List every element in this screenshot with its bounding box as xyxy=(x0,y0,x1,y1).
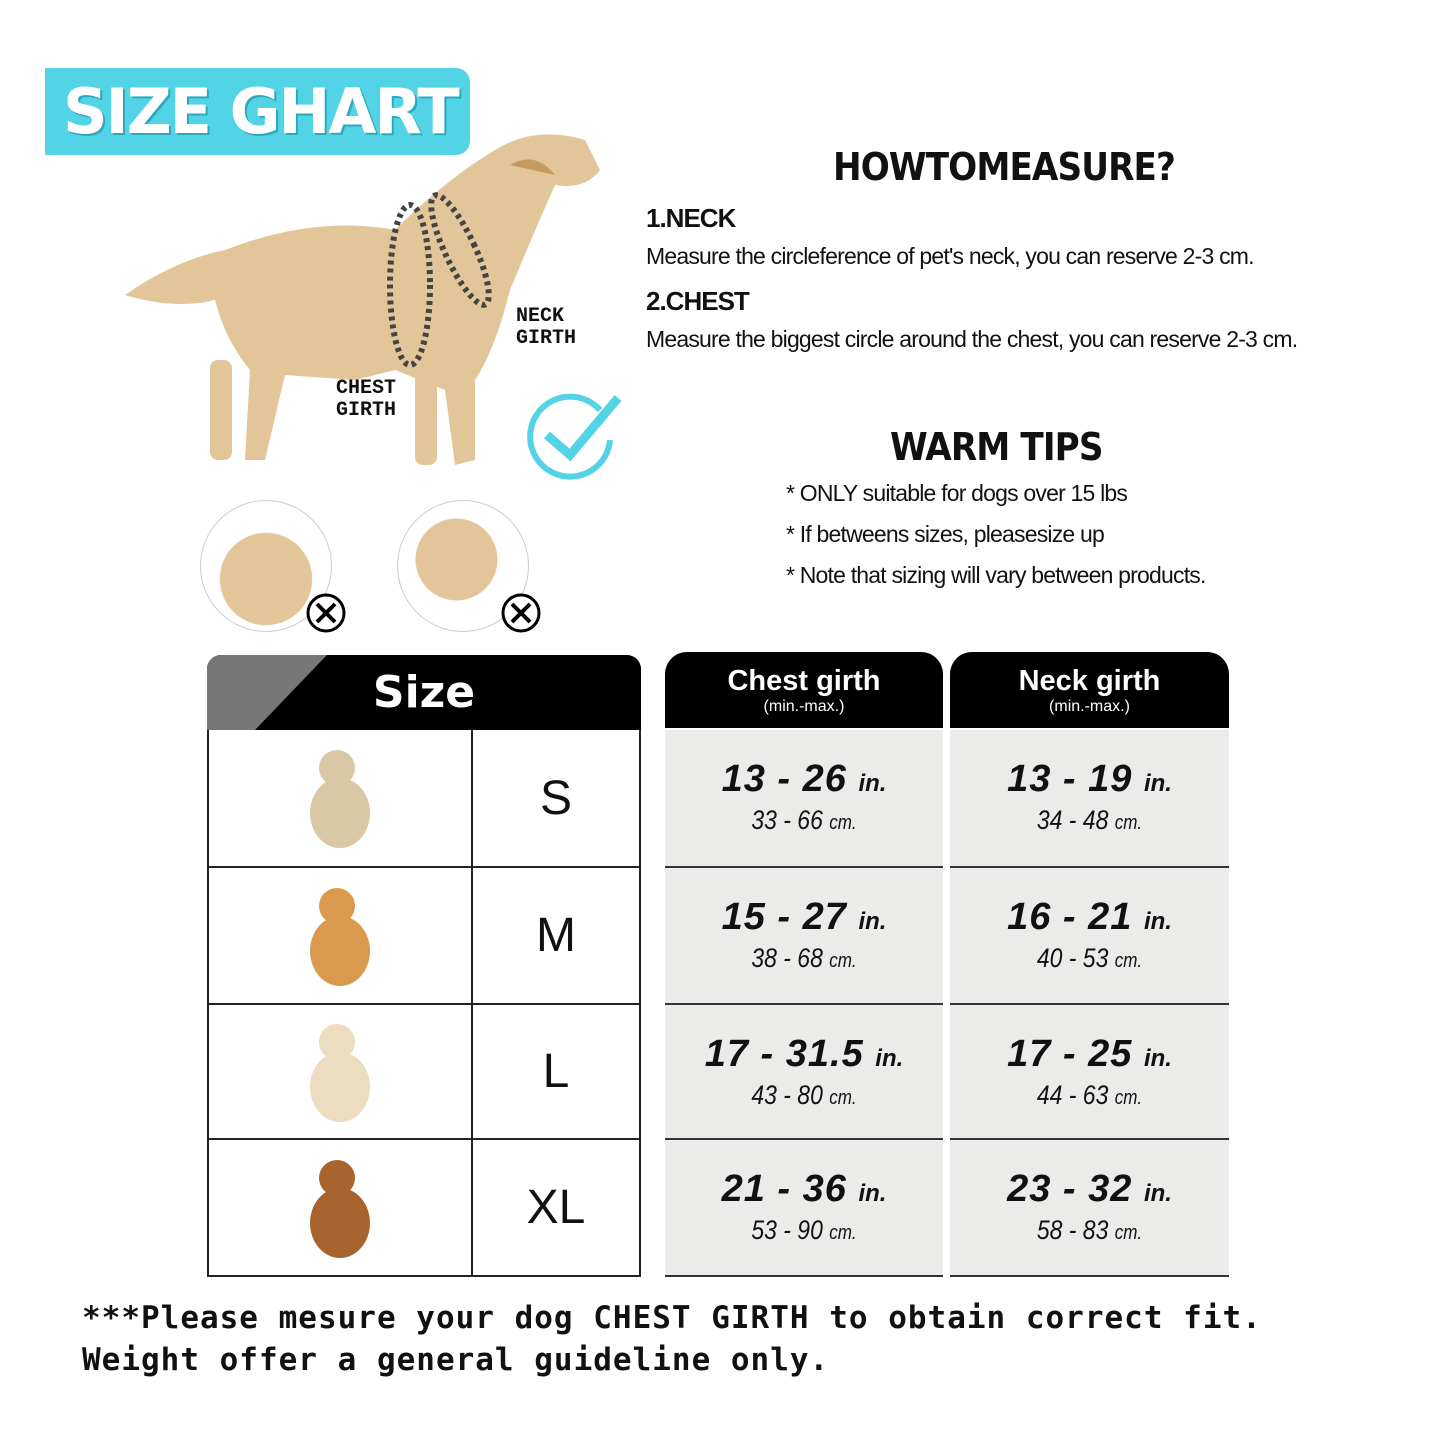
in-unit: in. xyxy=(858,1180,887,1207)
how-to-measure-title: HOWTOMEASURE? xyxy=(833,145,1176,189)
tip-item: * Note that sizing will vary between pro… xyxy=(786,562,1206,588)
neck-cm-value: 58 - 83 xyxy=(1036,1215,1109,1245)
chest-header-label: Chest girth xyxy=(727,665,881,697)
x-circle-icon xyxy=(501,593,541,633)
dog-shiba-image xyxy=(310,887,370,986)
cm-unit: cm. xyxy=(829,950,857,972)
dog-photo-cell xyxy=(209,1140,473,1275)
size-label: S xyxy=(539,771,572,825)
check-circle-icon xyxy=(527,393,622,480)
dog-labrador-image xyxy=(310,1023,370,1122)
dog-pug-image xyxy=(310,750,370,848)
neck-girth-cell: 17 - 25 in. 44 - 63 cm. xyxy=(950,1005,1229,1140)
footer-note-line2: Weight offer a general guideline only. xyxy=(82,1342,830,1378)
dog-german-shepherd-image xyxy=(310,1159,370,1258)
chest-girth-cell: 13 - 26 in. 33 - 66 cm. xyxy=(665,730,943,868)
chest-header-sub: (min.-max.) xyxy=(763,698,845,715)
chest-cm-value: 33 - 66 xyxy=(751,805,823,835)
size-row: XL xyxy=(207,1140,641,1277)
warm-tips-title: WARM TIPS xyxy=(890,425,1103,469)
in-unit: in. xyxy=(858,770,887,797)
chest-cm-value: 38 - 68 xyxy=(751,943,823,973)
neck-girth-cell: 16 - 21 in. 40 - 53 cm. xyxy=(950,868,1229,1005)
in-unit: in. xyxy=(1143,770,1172,797)
cm-unit: cm. xyxy=(1114,812,1143,834)
cm-unit: cm. xyxy=(829,812,857,834)
chest-girth-header: Chest girth (min.-max.) xyxy=(665,652,943,728)
dog-photo-cell xyxy=(209,1005,473,1138)
in-unit: in. xyxy=(858,908,887,935)
cm-unit: cm. xyxy=(829,1087,857,1109)
step-heading: 1.NECK xyxy=(646,203,736,233)
neck-in-value: 23 - 32 xyxy=(1007,1168,1133,1210)
neck-girth-label: NECK GIRTH xyxy=(516,305,577,350)
in-unit: in. xyxy=(1143,908,1172,935)
tip-item: * If betweens sizes, pleasesize up xyxy=(786,521,1105,547)
neck-girth-cell: 23 - 32 in. 58 - 83 cm. xyxy=(950,1140,1229,1277)
tip-item: * ONLY suitable for dogs over 15 lbs xyxy=(786,480,1128,506)
neck-cm-value: 44 - 63 xyxy=(1036,1080,1109,1110)
size-row: L xyxy=(207,1005,641,1140)
cm-unit: cm. xyxy=(829,1222,857,1244)
size-column-header: Size xyxy=(207,655,641,730)
neck-cm-value: 34 - 48 xyxy=(1036,805,1109,835)
size-row: M xyxy=(207,868,641,1005)
step-heading: 2.CHEST xyxy=(646,286,750,316)
dog-measurement-illustration xyxy=(125,134,600,465)
cm-unit: cm. xyxy=(1114,1222,1143,1244)
neck-cm-value: 40 - 53 xyxy=(1036,943,1109,973)
neck-girth-cell: 13 - 19 in. 34 - 48 cm. xyxy=(950,730,1229,868)
chest-girth-cell: 21 - 36 in. 53 - 90 cm. xyxy=(665,1140,943,1277)
chest-girth-cell: 17 - 31.5 in. 43 - 80 cm. xyxy=(665,1005,943,1140)
x-circle-icon xyxy=(306,593,346,633)
neck-in-value: 13 - 19 xyxy=(1007,758,1133,800)
chest-in-value: 17 - 31.5 xyxy=(704,1033,864,1075)
neck-girth-header: Neck girth (min.-max.) xyxy=(950,652,1229,728)
chest-cm-value: 53 - 90 xyxy=(751,1215,823,1245)
chest-cm-value: 43 - 80 xyxy=(751,1080,823,1110)
cm-unit: cm. xyxy=(1114,950,1143,972)
in-unit: in. xyxy=(1143,1180,1172,1207)
neck-in-value: 17 - 25 xyxy=(1007,1033,1133,1075)
in-unit: in. xyxy=(875,1045,904,1072)
chest-in-value: 13 - 26 xyxy=(721,758,847,800)
dog-photo-cell xyxy=(209,730,473,866)
size-label: XL xyxy=(526,1181,586,1234)
size-label: L xyxy=(542,1045,570,1098)
chest-girth-cell: 15 - 27 in. 38 - 68 cm. xyxy=(665,868,943,1005)
neck-header-sub: (min.-max.) xyxy=(1049,698,1130,715)
footer-note-line1: ***Please mesure your dog CHEST GIRTH to… xyxy=(82,1300,1262,1336)
size-header-label: Size xyxy=(372,667,476,718)
cm-unit: cm. xyxy=(1114,1087,1143,1109)
in-unit: in. xyxy=(1143,1045,1172,1072)
dog-photo-cell xyxy=(209,868,473,1003)
neck-in-value: 16 - 21 xyxy=(1007,896,1133,938)
step-text: Measure the circleference of pet's neck,… xyxy=(646,243,1255,269)
size-row: S xyxy=(207,730,641,868)
step-text: Measure the biggest circle around the ch… xyxy=(646,326,1298,352)
neck-header-label: Neck girth xyxy=(1018,665,1161,697)
chest-in-value: 15 - 27 xyxy=(721,896,847,938)
size-label: M xyxy=(536,909,576,962)
size-chart-banner: SIZE GHART xyxy=(45,68,470,155)
chest-in-value: 21 - 36 xyxy=(721,1168,847,1210)
chest-girth-label: CHEST GIRTH xyxy=(336,377,397,422)
